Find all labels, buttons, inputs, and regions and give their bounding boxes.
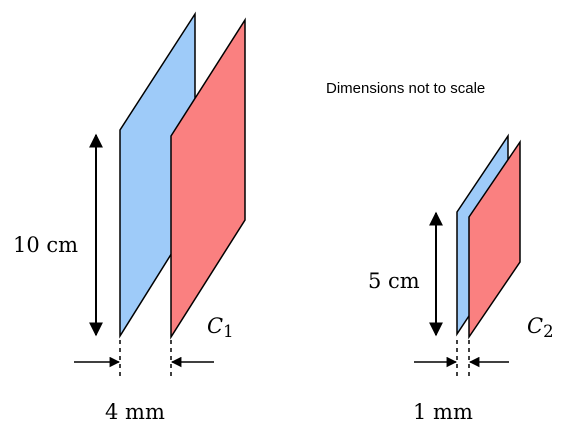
c1-subscript: 1 [223,322,234,342]
c1-gap-dimension [74,340,214,380]
c2-gap-label: 1 mm [413,400,473,424]
not-to-scale-note: Dimensions not to scale [326,80,486,97]
c2-gap-dimension [414,340,509,380]
c2-name-label: C2 [527,314,554,340]
c1-name-label: C1 [207,314,234,340]
c1-right-plate [170,17,246,340]
capacitor-c2 [414,133,521,380]
c2-subscript: 2 [543,322,554,342]
c1-gap-label: 4 mm [105,400,165,424]
c2-symbol: C [527,314,544,338]
c1-height-label: 10 cm [13,233,79,257]
capacitor-c1 [74,11,246,380]
c1-symbol: C [207,314,224,338]
c2-right-plate [468,139,521,340]
c2-height-label: 5 cm [368,269,420,293]
